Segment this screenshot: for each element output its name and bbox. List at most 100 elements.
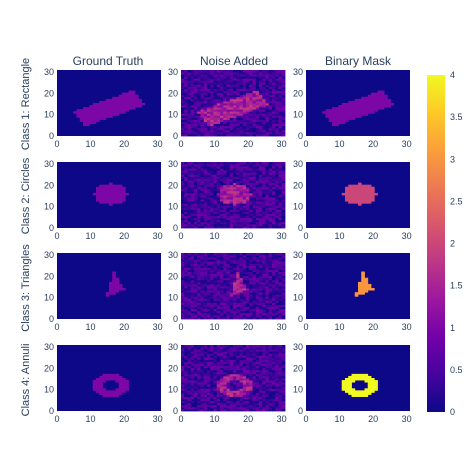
heatmap-cell — [259, 92, 263, 96]
heatmap-cell — [259, 113, 263, 116]
heatmap-cell — [210, 294, 214, 297]
heatmap-cell — [259, 283, 263, 287]
heatmap-cell — [184, 192, 188, 196]
heatmap-cell — [278, 117, 283, 120]
heatmap-cell — [351, 103, 356, 106]
heatmap-cell — [275, 213, 279, 217]
heatmap-cell — [364, 107, 369, 110]
heatmap-cell — [194, 308, 198, 312]
heatmap-cell — [96, 190, 100, 194]
heatmap-cell — [181, 408, 185, 412]
heatmap-cell — [223, 392, 227, 395]
heatmap-cell — [259, 277, 263, 281]
heatmap-cell — [207, 219, 211, 223]
heatmap-cell — [255, 357, 260, 360]
heatmap-cell — [194, 400, 198, 404]
heatmap-cell — [187, 225, 192, 229]
heatmap-cell — [239, 353, 244, 356]
heatmap-cell — [220, 213, 224, 217]
heatmap-cell — [262, 170, 266, 173]
heatmap-cell — [249, 392, 253, 395]
heatmap-cell — [210, 80, 214, 83]
heatmap-cell — [265, 271, 270, 275]
heatmap-cell — [210, 357, 214, 360]
heatmap-cell — [242, 349, 247, 352]
heatmap-cell — [265, 281, 270, 285]
heatmap-cell — [197, 292, 201, 295]
heatmap-cell — [259, 180, 263, 184]
heatmap-cell — [236, 223, 240, 227]
heatmap-cell — [226, 273, 231, 277]
heatmap-cell — [207, 279, 211, 283]
heatmap-cell — [115, 277, 120, 281]
heatmap-cell — [187, 371, 192, 375]
heatmap-cell — [190, 125, 195, 129]
heatmap-cell — [203, 371, 208, 375]
heatmap-cell — [118, 388, 123, 391]
heatmap-cell — [341, 103, 346, 106]
heatmap-cell — [262, 347, 266, 350]
heatmap-cell — [255, 378, 260, 381]
heatmap-cell — [203, 380, 208, 383]
heatmap-cell — [194, 396, 198, 400]
heatmap-cell — [92, 111, 97, 114]
heatmap-cell — [220, 190, 224, 194]
heatmap-cell — [259, 302, 263, 305]
heatmap-cell — [384, 103, 388, 106]
heatmap-cell — [242, 382, 247, 385]
heatmap-cell — [122, 380, 126, 383]
heatmap-cell — [216, 380, 221, 383]
heatmap-cell — [239, 201, 244, 204]
heatmap-cell — [239, 174, 244, 177]
heatmap-cell — [262, 392, 266, 395]
heatmap-cell — [265, 221, 270, 225]
heatmap-cell — [358, 281, 362, 285]
heatmap-cell — [249, 384, 253, 387]
heatmap-cell — [262, 253, 266, 256]
heatmap-cell — [223, 94, 227, 98]
heatmap-cell — [262, 351, 266, 354]
heatmap-cell — [190, 357, 195, 360]
heatmap-cell — [200, 371, 205, 375]
heatmap-cell — [115, 392, 120, 395]
heatmap-cell — [187, 402, 192, 406]
heatmap-cell — [255, 78, 260, 81]
heatmap-cell — [252, 357, 257, 360]
heatmap-cell — [281, 123, 286, 127]
heatmap-cell — [246, 70, 250, 73]
heatmap-cell — [190, 267, 195, 270]
heatmap-cell — [102, 107, 107, 110]
heatmap-cell — [242, 186, 247, 190]
heatmap-cell — [207, 195, 211, 198]
heatmap-cell — [229, 203, 234, 206]
heatmap-cell — [387, 105, 391, 108]
heatmap-cell — [203, 166, 208, 169]
heatmap-cell — [190, 182, 195, 186]
heatmap-cell — [371, 288, 375, 291]
heatmap-cell — [220, 184, 224, 188]
heatmap-cell — [210, 178, 214, 181]
heatmap-cell — [281, 257, 286, 260]
heatmap-cell — [118, 186, 123, 190]
heatmap-cell — [265, 396, 270, 400]
heatmap-cell — [190, 94, 195, 98]
heatmap-cell — [262, 186, 266, 190]
heatmap-cell — [281, 298, 286, 301]
heatmap-cell — [210, 94, 214, 98]
heatmap-cell — [259, 125, 263, 129]
heatmap-cell — [190, 382, 195, 385]
heatmap-cell — [210, 292, 214, 295]
heatmap-cell — [364, 105, 369, 108]
heatmap-cell — [184, 310, 188, 314]
heatmap-cell — [220, 404, 224, 408]
heatmap-cell — [275, 316, 279, 320]
heatmap-cell — [246, 402, 250, 406]
heatmap-cell — [229, 221, 234, 225]
heatmap-cell — [220, 223, 224, 227]
heatmap-cell — [96, 109, 100, 112]
heatmap-cell — [281, 267, 286, 270]
heatmap-cell — [187, 263, 192, 266]
heatmap-cell — [272, 162, 276, 165]
heatmap-cell — [242, 123, 247, 127]
heatmap-cell — [348, 378, 352, 381]
